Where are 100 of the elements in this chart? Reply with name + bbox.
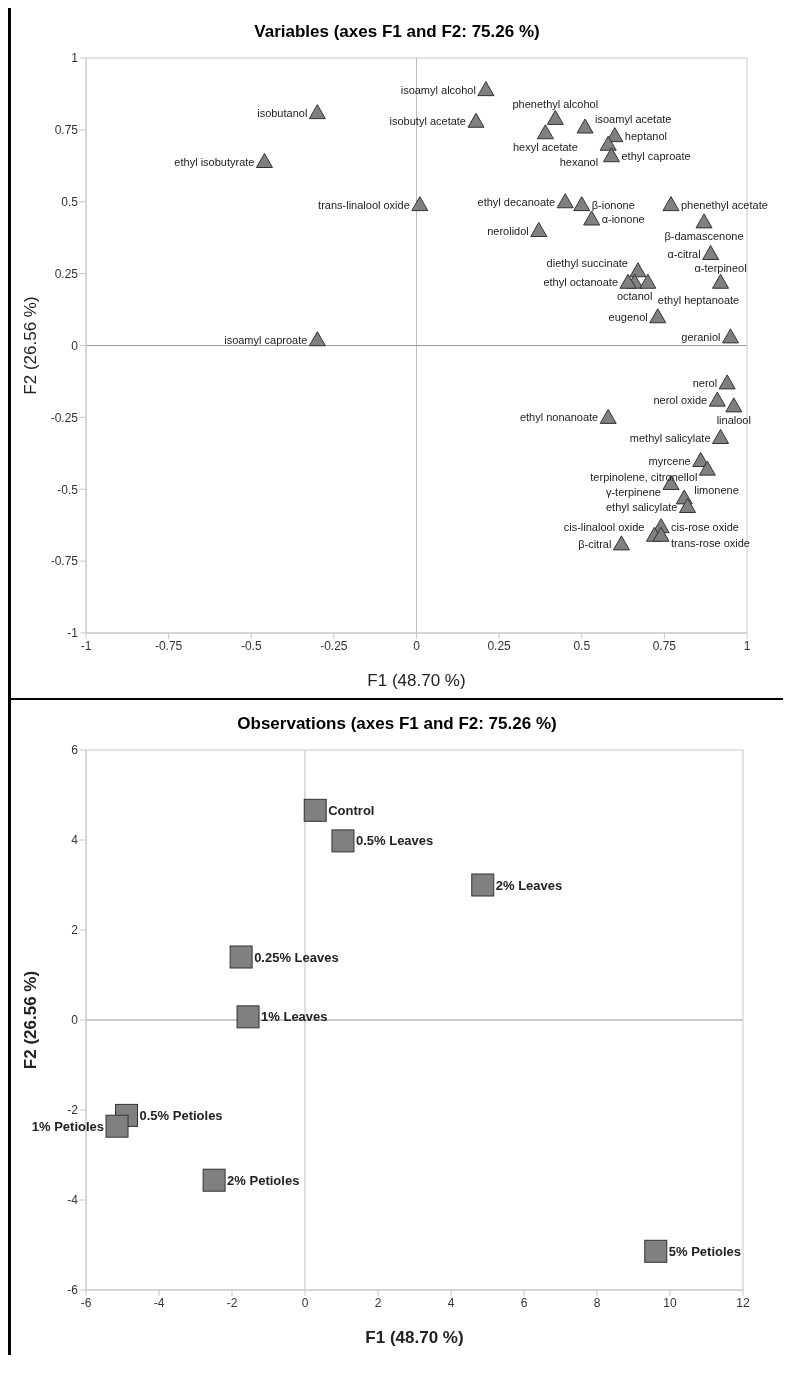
point — [721, 328, 739, 344]
annotation: 2% Petioles — [227, 1172, 300, 1188]
x-tick-label: 0.5 — [573, 638, 591, 653]
annotation: methyl salicylate — [629, 431, 711, 444]
annotation: ethyl octanoate — [543, 276, 619, 289]
y-tick-label: -1 — [67, 626, 79, 641]
point — [530, 222, 548, 237]
annotation: ethyl isobutyrate — [174, 155, 255, 168]
point — [662, 196, 680, 212]
x-tick-label: 12 — [736, 1295, 750, 1310]
chart-title: Variables (axes F1 and F2: 75.26 %) — [253, 21, 541, 43]
point — [229, 945, 253, 969]
point — [303, 798, 327, 822]
y-tick-label: 0 — [71, 338, 79, 353]
y-tick-label: 2 — [71, 923, 79, 938]
annotation: isoamyl acetate — [595, 113, 672, 125]
point — [255, 153, 273, 168]
x-tick-label: 10 — [663, 1295, 677, 1310]
annotation: heptanol — [624, 129, 668, 142]
annotation: α-ionone — [601, 213, 645, 225]
x-tick-label: -2 — [226, 1295, 238, 1310]
annotation: isobutyl acetate — [389, 115, 466, 128]
x-tick-label: 0 — [413, 638, 421, 653]
point — [718, 374, 736, 390]
annotation: nerolidol — [487, 224, 529, 237]
point — [639, 273, 657, 289]
point — [411, 196, 429, 212]
annotation: hexanol — [559, 156, 599, 169]
annotation: cis-linalool oxide — [563, 521, 645, 534]
x-tick-label: -0.75 — [154, 638, 183, 653]
annotation: limonene — [694, 483, 739, 496]
point — [708, 391, 726, 407]
y-tick-label: 4 — [71, 833, 79, 848]
annotation: diethyl succinate — [546, 256, 628, 269]
y-tick-label: -6 — [67, 1283, 79, 1298]
x-tick-label: -0.25 — [320, 638, 348, 653]
y-tick-label: 6 — [71, 743, 79, 758]
annotation: ethyl decanoate — [477, 195, 556, 208]
point — [702, 245, 720, 260]
point — [477, 81, 495, 97]
x-axis-title: F1 (48.70 %) — [365, 1328, 464, 1347]
x-tick-label: -4 — [153, 1295, 165, 1310]
point — [202, 1168, 226, 1192]
annotation: myrcene — [648, 454, 691, 467]
point — [573, 196, 591, 212]
y-tick-label: -0.25 — [50, 410, 79, 425]
x-tick-label: 2 — [374, 1295, 382, 1310]
annotation: hexyl acetate — [512, 140, 578, 153]
annotation: β-damascenone — [664, 229, 744, 242]
annotation: ethyl salicylate — [605, 500, 678, 513]
point — [546, 109, 564, 125]
point — [599, 135, 617, 151]
annotation: ethyl heptanoate — [657, 294, 740, 307]
point — [712, 429, 730, 444]
annotation: 0.5% Petioles — [139, 1107, 223, 1123]
annotation: β-citral — [578, 537, 612, 550]
y-tick-label: 0 — [71, 1013, 79, 1028]
annotation: 1% Leaves — [261, 1009, 328, 1025]
point — [576, 118, 594, 134]
y-axis-title: F2 (26.56 %) — [21, 296, 41, 395]
point — [536, 124, 554, 140]
point — [599, 408, 617, 424]
x-tick-label: 1 — [743, 638, 751, 653]
point — [679, 498, 697, 513]
point — [725, 397, 743, 413]
annotation: nerol — [692, 376, 718, 389]
annotation: trans-linalool oxide — [318, 198, 410, 211]
point — [695, 213, 713, 229]
point — [105, 1114, 129, 1138]
annotation: terpinolene, citronellol — [590, 471, 698, 484]
annotation: isoamyl alcohol — [400, 83, 476, 96]
point — [471, 873, 495, 897]
chart-title: Observations (axes F1 and F2: 75.26 %) — [236, 713, 558, 735]
annotation: β-ionone — [591, 198, 635, 211]
annotation: 0.25% Leaves — [254, 949, 339, 965]
point — [649, 308, 667, 324]
point — [644, 1239, 668, 1263]
point — [652, 526, 670, 542]
annotation: phenethyl acetate — [680, 198, 768, 211]
annotation: Control — [328, 802, 375, 818]
annotation: α-terpineol — [694, 262, 747, 275]
annotation: octanol — [616, 290, 653, 303]
x-tick-label: 4 — [447, 1295, 455, 1310]
annotation: 1% Petioles — [31, 1118, 105, 1134]
point — [331, 829, 355, 853]
annotation: cis-rose oxide — [671, 520, 739, 533]
annotation: phenethyl alcohol — [512, 98, 599, 111]
annotation: isobutanol — [257, 106, 308, 119]
point — [629, 262, 647, 278]
point — [619, 273, 637, 289]
annotation: eugenol — [608, 310, 648, 323]
point — [698, 460, 716, 476]
annotation: trans-rose oxide — [671, 537, 750, 550]
y-tick-label: -0.5 — [57, 482, 79, 497]
y-tick-label: 1 — [71, 51, 79, 66]
annotation: α-citral — [667, 247, 701, 260]
annotation: geraniol — [681, 330, 721, 343]
annotation: isoamyl caproate — [224, 333, 308, 346]
point — [308, 104, 326, 120]
y-tick-label: -4 — [67, 1193, 79, 1208]
